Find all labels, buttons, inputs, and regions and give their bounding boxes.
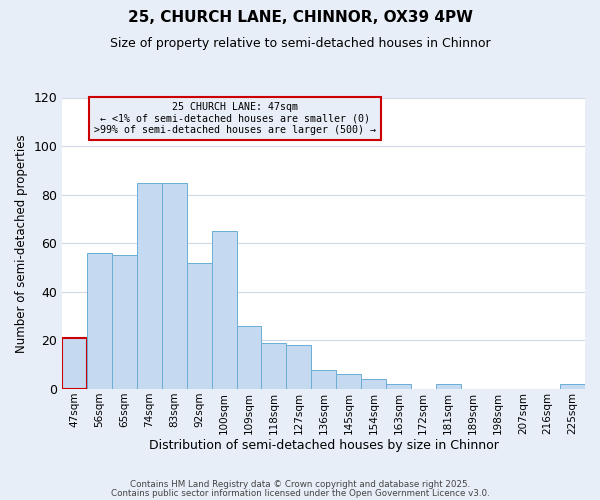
Bar: [162, 182, 187, 389]
Text: 25, CHURCH LANE, CHINNOR, OX39 4PW: 25, CHURCH LANE, CHINNOR, OX39 4PW: [128, 10, 473, 25]
Bar: [560, 384, 585, 389]
Text: Contains HM Land Registry data © Crown copyright and database right 2025.: Contains HM Land Registry data © Crown c…: [130, 480, 470, 489]
Bar: [262, 343, 286, 389]
Bar: [137, 182, 162, 389]
Bar: [361, 380, 386, 389]
Y-axis label: Number of semi-detached properties: Number of semi-detached properties: [15, 134, 28, 352]
Bar: [336, 374, 361, 389]
Bar: [212, 231, 236, 389]
Text: Size of property relative to semi-detached houses in Chinnor: Size of property relative to semi-detach…: [110, 38, 490, 51]
Bar: [436, 384, 461, 389]
Bar: [386, 384, 411, 389]
Bar: [62, 338, 87, 389]
Bar: [311, 370, 336, 389]
Bar: [236, 326, 262, 389]
Bar: [286, 346, 311, 389]
Text: 25 CHURCH LANE: 47sqm
← <1% of semi-detached houses are smaller (0)
>99% of semi: 25 CHURCH LANE: 47sqm ← <1% of semi-deta…: [94, 102, 376, 135]
Bar: [87, 253, 112, 389]
X-axis label: Distribution of semi-detached houses by size in Chinnor: Distribution of semi-detached houses by …: [149, 440, 499, 452]
Text: Contains public sector information licensed under the Open Government Licence v3: Contains public sector information licen…: [110, 489, 490, 498]
Bar: [112, 256, 137, 389]
Bar: [187, 262, 212, 389]
